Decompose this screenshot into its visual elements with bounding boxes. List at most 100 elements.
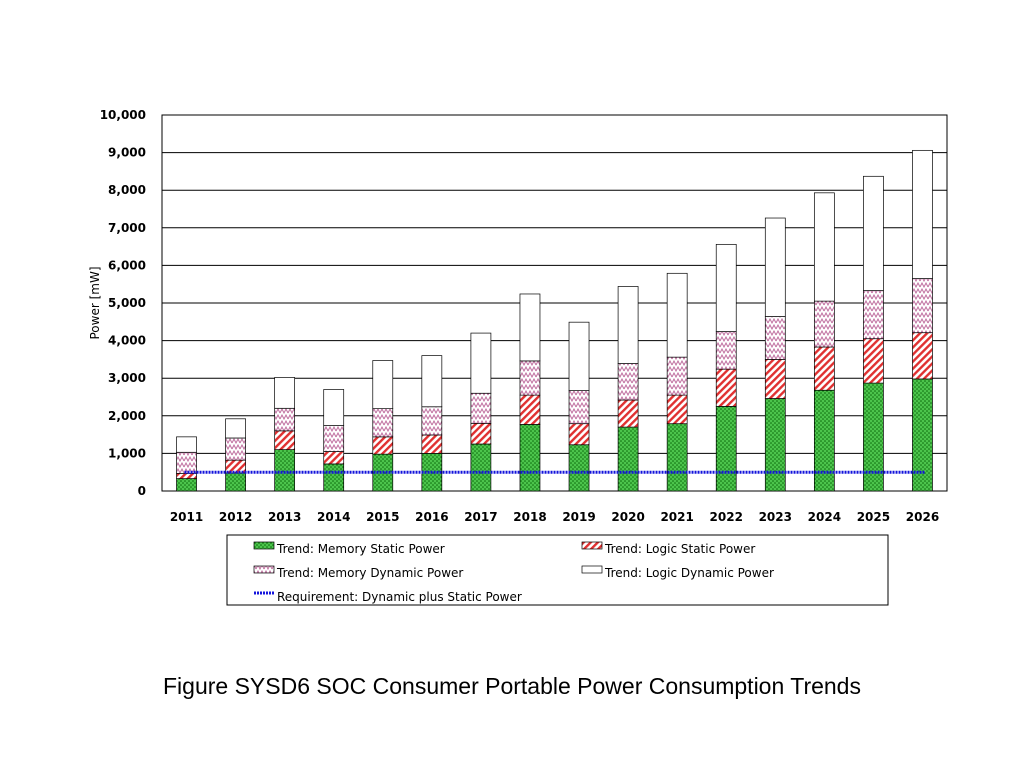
bar-segment-s1-2025: [863, 338, 884, 384]
y-tick-label: 1,000: [108, 446, 146, 460]
bar-segment-s3-2016: [421, 355, 443, 408]
x-tick-label: 2022: [710, 510, 743, 524]
bar-segment-s0-2022: [715, 406, 737, 492]
x-tick-label: 2011: [170, 510, 203, 524]
bar-segment-s0-2023: [764, 398, 786, 492]
bar-segment-s1-2013: [274, 430, 296, 450]
y-tick-label: 0: [138, 484, 146, 498]
bar-segment-s3-2020: [617, 286, 639, 364]
y-tick-label: 8,000: [108, 183, 146, 197]
bar-segment-s2-2020: [617, 363, 639, 401]
y-tick-label: 6,000: [108, 258, 146, 272]
bar-segment-s0-2013: [274, 449, 296, 492]
bar-segment-s1-2017: [470, 422, 492, 445]
bar-segment-s1-2016: [421, 434, 443, 454]
legend-label: Trend: Logic Dynamic Power: [604, 566, 774, 580]
bar-segment-s1-2024: [813, 346, 835, 391]
bar-segment-s1-2018: [519, 394, 541, 425]
y-tick-label: 2,000: [108, 409, 146, 423]
bar-segment-s0-2024: [813, 389, 835, 492]
legend-box: [226, 534, 889, 606]
bar-segment-s2-2014: [323, 425, 345, 452]
y-tick-label: 4,000: [108, 334, 146, 348]
bar-segment-s2-2012: [225, 437, 246, 461]
legend-swatch: [581, 565, 603, 574]
bar-segment-s2-2024: [813, 300, 835, 348]
x-tick-label: 2025: [857, 510, 890, 524]
bar-segment-s1-2023: [764, 359, 786, 399]
bar-segment-s0-2026: [912, 378, 933, 492]
bar-segment-s3-2021: [666, 272, 688, 358]
figure-caption: Figure SYSD6 SOC Consumer Portable Power…: [163, 673, 861, 699]
bar-segment-s2-2023: [764, 316, 786, 360]
bar-segment-s1-2019: [568, 423, 590, 446]
bar-segment-s2-2019: [568, 390, 590, 425]
bar-segment-s0-2014: [323, 463, 345, 492]
bar-segment-s0-2017: [470, 443, 492, 492]
bar-segment-s2-2026: [912, 278, 933, 334]
bar-segment-s2-2022: [715, 331, 737, 370]
bar-segment-s3-2018: [519, 293, 541, 362]
bar-segment-s1-2022: [715, 368, 737, 407]
legend-swatch: [253, 565, 275, 574]
legend-label: Trend: Logic Static Power: [604, 542, 755, 556]
bar-segment-s1-2014: [323, 451, 345, 465]
legend-label: Requirement: Dynamic plus Static Power: [277, 590, 522, 604]
legend-label: Trend: Memory Dynamic Power: [276, 566, 463, 580]
legend-swatch: [253, 541, 275, 550]
bar-segment-s1-2011: [176, 472, 197, 479]
y-axis-title: Power [mW]: [88, 266, 102, 339]
x-tick-label: 2023: [759, 510, 792, 524]
x-tick-label: 2015: [366, 510, 399, 524]
legend: Trend: Memory Static Power Trend: Logic S…: [226, 534, 889, 606]
bar-segment-s3-2024: [813, 192, 835, 302]
bar-segment-s2-2021: [666, 356, 688, 396]
bar-segment-s3-2025: [863, 175, 884, 291]
bar-segment-s3-2017: [470, 332, 492, 394]
bar-segment-s2-2013: [274, 407, 296, 432]
bar-segment-s0-2011: [176, 478, 197, 492]
x-tick-label: 2013: [268, 510, 301, 524]
bar-segment-s0-2018: [519, 424, 541, 492]
bar-segment-s3-2019: [568, 321, 590, 391]
bar-segment-s3-2014: [323, 389, 345, 426]
legend-label: Trend: Memory Static Power: [276, 542, 445, 556]
x-tick-label: 2014: [317, 510, 350, 524]
bar-segment-s0-2025: [863, 382, 884, 492]
bar-segment-s0-2020: [617, 426, 639, 492]
x-tick-label: 2017: [464, 510, 497, 524]
bar-segment-s0-2021: [666, 423, 688, 492]
bar-segment-s1-2020: [617, 399, 639, 428]
x-tick-label: 2021: [660, 510, 693, 524]
bar-segment-s2-2018: [519, 360, 541, 396]
x-tick-label: 2024: [808, 510, 841, 524]
bar-segment-s0-2012: [225, 472, 246, 492]
y-tick-label: 9,000: [108, 146, 146, 160]
bar-segment-s2-2011: [176, 451, 197, 474]
bar-segment-s0-2019: [568, 444, 590, 492]
y-tick-label: 5,000: [108, 296, 146, 310]
bar-segment-s2-2025: [863, 290, 884, 340]
x-tick-label: 2026: [906, 510, 939, 524]
bar-segment-s1-2015: [372, 436, 394, 455]
bar-segment-s1-2021: [666, 394, 688, 425]
bar-segment-s2-2015: [372, 408, 394, 438]
x-tick-label: 2018: [513, 510, 546, 524]
x-tick-label: 2020: [611, 510, 644, 524]
bar-segment-s3-2011: [176, 436, 197, 453]
bar-segment-s3-2013: [274, 377, 296, 409]
bar-segment-s3-2026: [912, 149, 933, 279]
y-tick-label: 10,000: [100, 108, 146, 122]
x-tick-label: 2016: [415, 510, 448, 524]
bar-segment-s1-2026: [912, 332, 933, 380]
x-tick-label: 2012: [219, 510, 252, 524]
x-tick-label: 2019: [562, 510, 595, 524]
bar-segment-s3-2022: [715, 243, 737, 332]
bar-segment-s2-2016: [421, 406, 443, 436]
legend-swatch: [581, 541, 603, 550]
y-tick-label: 3,000: [108, 371, 146, 385]
bar-segment-s2-2017: [470, 392, 492, 424]
bar-segment-s3-2012: [225, 418, 246, 439]
bar-segment-s3-2023: [764, 217, 786, 317]
